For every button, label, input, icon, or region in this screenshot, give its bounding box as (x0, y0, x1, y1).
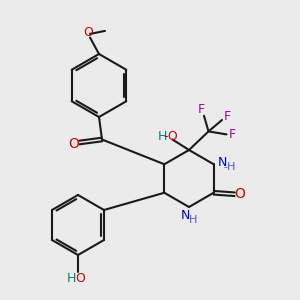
Text: F: F (197, 103, 205, 116)
Text: O: O (75, 272, 85, 285)
Text: F: F (224, 110, 231, 123)
Text: H: H (67, 272, 76, 285)
Text: -O: -O (164, 130, 178, 143)
Text: H: H (189, 214, 197, 225)
Text: -H: -H (223, 162, 236, 172)
Text: F: F (229, 128, 236, 141)
Text: H: H (158, 130, 168, 143)
Text: O: O (84, 26, 93, 39)
Text: N: N (218, 156, 227, 169)
Text: O: O (69, 137, 80, 151)
Text: O: O (235, 187, 245, 201)
Text: N: N (180, 209, 190, 222)
